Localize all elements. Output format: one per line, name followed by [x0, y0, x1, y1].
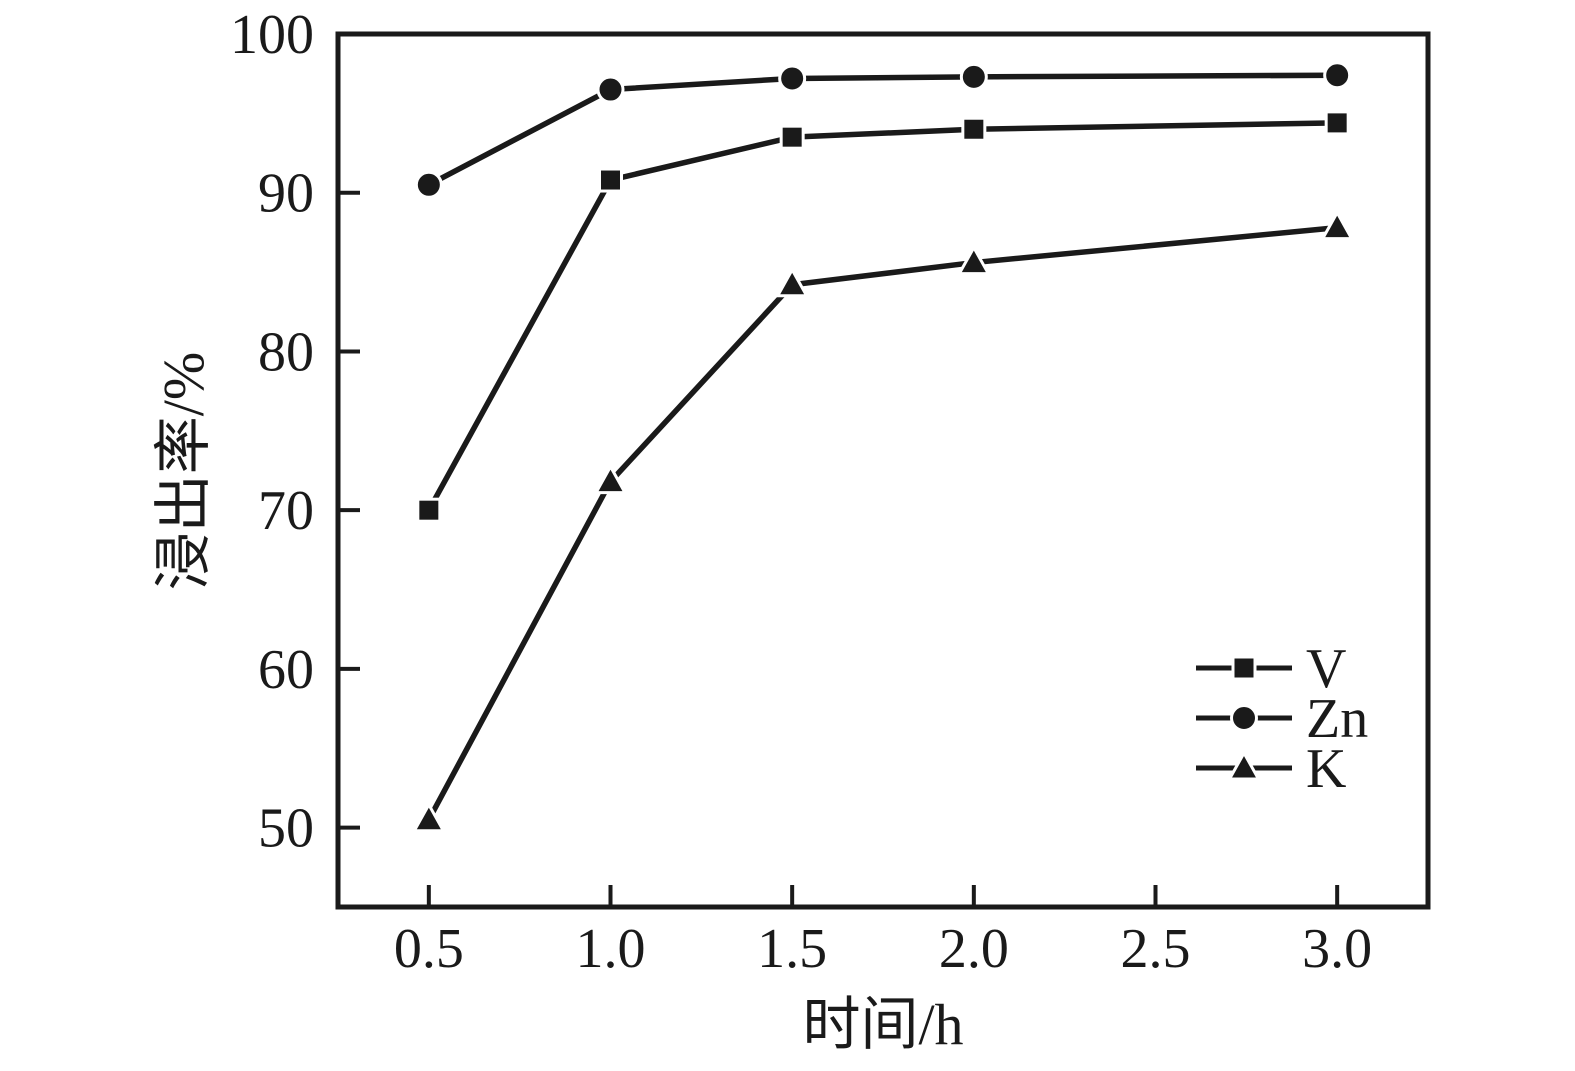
series-marker-K-triangle [593, 463, 628, 495]
series-marker-Zn-circle [959, 62, 988, 91]
series-marker-V-square [961, 116, 987, 142]
legend-label-Zn: Zn [1306, 688, 1368, 750]
plot-frame [335, 31, 1431, 910]
y-tick-label: 100 [230, 4, 314, 66]
x-tick-label: 2.5 [1121, 918, 1191, 980]
y-tick-label: 60 [258, 639, 314, 701]
x-tick-label: 1.5 [757, 918, 827, 980]
series-marker-K-triangle [775, 266, 810, 298]
legend-marker-circle [1230, 704, 1258, 732]
legend-label-K: K [1306, 738, 1346, 800]
y-tick-label: 50 [258, 798, 314, 860]
series-marker-K-triangle [956, 244, 991, 276]
x-tick-label: 3.0 [1302, 918, 1372, 980]
series-marker-Zn-circle [414, 170, 443, 199]
x-axis-title: 时间/h [802, 992, 963, 1057]
series-line-K [426, 224, 1338, 822]
legend-label-V: V [1306, 638, 1346, 700]
series-marker-V-square [416, 497, 442, 523]
series-line-Zn [427, 72, 1338, 188]
x-tick-label: 0.5 [394, 918, 464, 980]
series-marker-V-square [779, 124, 805, 150]
y-axis-title: 浸出率/% [151, 352, 216, 590]
y-tick-label: 80 [258, 321, 314, 383]
series-marker-K-triangle [1320, 209, 1355, 241]
series-marker-V-square [598, 167, 623, 193]
series-marker-Zn-circle [778, 64, 807, 93]
y-tick-label: 70 [258, 480, 314, 542]
series-marker-Zn-circle [596, 75, 625, 104]
series-line-V [426, 120, 1338, 512]
legend-marker-triangle [1226, 749, 1262, 781]
y-tick-label: 90 [258, 163, 314, 225]
x-tick-label: 1.0 [576, 918, 646, 980]
series-marker-K-triangle [411, 801, 446, 833]
series-marker-V-square [1324, 110, 1350, 136]
legend-marker-square [1231, 655, 1257, 681]
x-tick-label: 2.0 [939, 918, 1009, 980]
series-marker-Zn-circle [1323, 61, 1352, 90]
